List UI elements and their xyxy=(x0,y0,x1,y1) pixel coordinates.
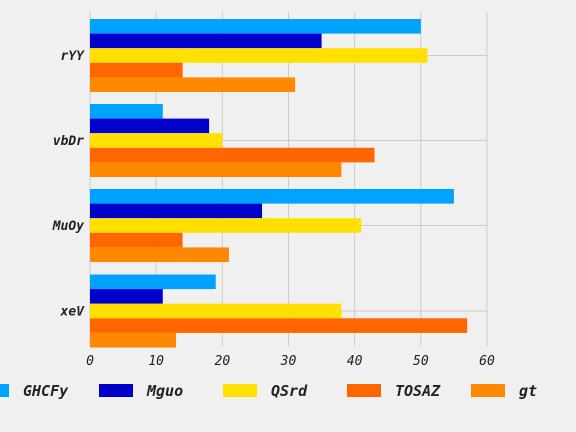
legend-label-GHCFy: GHCFy xyxy=(23,382,69,400)
bar-Mguo-vbDr xyxy=(90,119,209,134)
x-tick-label: 60 xyxy=(479,354,495,369)
legend-label-TOSAZ: TOSAZ xyxy=(395,382,441,400)
bar-Mguo-MuOy xyxy=(90,204,262,219)
bar-gt-rYY xyxy=(90,77,295,92)
category-label: rYY xyxy=(61,49,86,64)
bar-GHCFy-xeV xyxy=(90,275,216,290)
bar-GHCFy-vbDr xyxy=(90,104,163,119)
legend-swatch-GHCFy xyxy=(0,384,9,397)
legend-label-gt: gt xyxy=(519,382,537,400)
bar-QSrd-MuOy xyxy=(90,218,361,233)
category-label: MuOy xyxy=(52,219,84,234)
bar-QSrd-xeV xyxy=(90,304,341,319)
legend-label-Mguo: Mguo xyxy=(146,382,183,400)
category-label: vbDr xyxy=(53,134,84,149)
bar-gt-vbDr xyxy=(90,162,341,177)
legend-swatch-Mguo xyxy=(99,384,133,397)
bar-gt-xeV xyxy=(90,333,176,348)
x-tick-label: 20 xyxy=(215,354,231,369)
x-tick-label: 0 xyxy=(86,354,94,369)
bar-QSrd-rYY xyxy=(90,48,427,63)
bar-TOSAZ-MuOy xyxy=(90,233,183,248)
bar-gt-MuOy xyxy=(90,247,229,262)
bar-QSrd-vbDr xyxy=(90,133,222,148)
bar-Mguo-rYY xyxy=(90,34,322,49)
bar-TOSAZ-xeV xyxy=(90,318,467,333)
category-label: xeV xyxy=(60,305,86,320)
x-tick-label: 30 xyxy=(280,354,297,369)
bar-GHCFy-rYY xyxy=(90,19,421,34)
bar-GHCFy-MuOy xyxy=(90,189,454,204)
bar-Mguo-xeV xyxy=(90,289,163,304)
legend-swatch-gt xyxy=(471,384,505,397)
bar-TOSAZ-vbDr xyxy=(90,148,375,163)
x-tick-label: 10 xyxy=(148,354,164,369)
legend-swatch-TOSAZ xyxy=(347,384,381,397)
bar-TOSAZ-rYY xyxy=(90,63,183,78)
legend-label-QSrd: QSrd xyxy=(271,382,308,400)
x-tick-label: 50 xyxy=(413,354,429,369)
x-tick-label: 40 xyxy=(347,354,363,369)
legend-swatch-QSrd xyxy=(223,384,257,397)
